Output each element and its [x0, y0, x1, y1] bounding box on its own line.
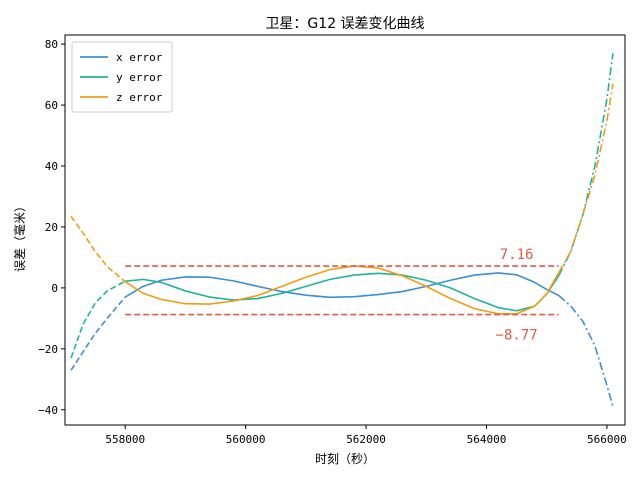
y-tick-label: −40	[38, 404, 58, 417]
reference-label-1: −8.77	[496, 328, 538, 344]
series-0-extrapolation-left	[70, 296, 126, 371]
series-2-extrapolation-right	[558, 83, 614, 274]
y-axis-label: 误差（毫米）	[12, 200, 27, 272]
y-tick-label: 80	[45, 38, 58, 51]
series-0-extrapolation-right	[558, 294, 614, 407]
series-0-line	[124, 272, 560, 299]
x-tick-label: 560000	[226, 433, 266, 446]
x-axis-label: 时刻（秒）	[315, 452, 375, 466]
y-tick-label: 0	[51, 282, 58, 295]
legend-label-2: z error	[116, 91, 163, 104]
series-1-extrapolation-left	[70, 280, 126, 359]
y-tick-label: 20	[45, 221, 58, 234]
y-tick-label: −20	[38, 343, 58, 356]
series-1-line	[125, 272, 560, 312]
x-tick-label: 566000	[587, 433, 627, 446]
plot-frame	[64, 34, 626, 426]
x-tick-label: 564000	[467, 433, 507, 446]
reference-label-0: 7.16	[500, 247, 534, 263]
series-1-extrapolation-right	[558, 53, 614, 277]
legend-label-0: x error	[116, 51, 163, 64]
x-tick-label: 558000	[105, 433, 145, 446]
legend: x error y error z error	[71, 41, 173, 113]
chart-title: 卫星：G12 误差变化曲线	[265, 16, 424, 32]
plot-area: 7.16 −8.77	[70, 53, 614, 407]
axes: 558000 560000 562000 564000 566000 −40 −20 0 20 4…	[38, 34, 627, 446]
legend-label-1: y error	[116, 71, 163, 84]
y-tick-label: 60	[45, 99, 58, 112]
series-layer	[70, 53, 614, 407]
legend-box	[71, 41, 173, 113]
x-tick-label: 562000	[346, 433, 386, 446]
series-2-extrapolation-left	[70, 215, 126, 283]
y-tick-label: 40	[45, 160, 58, 173]
